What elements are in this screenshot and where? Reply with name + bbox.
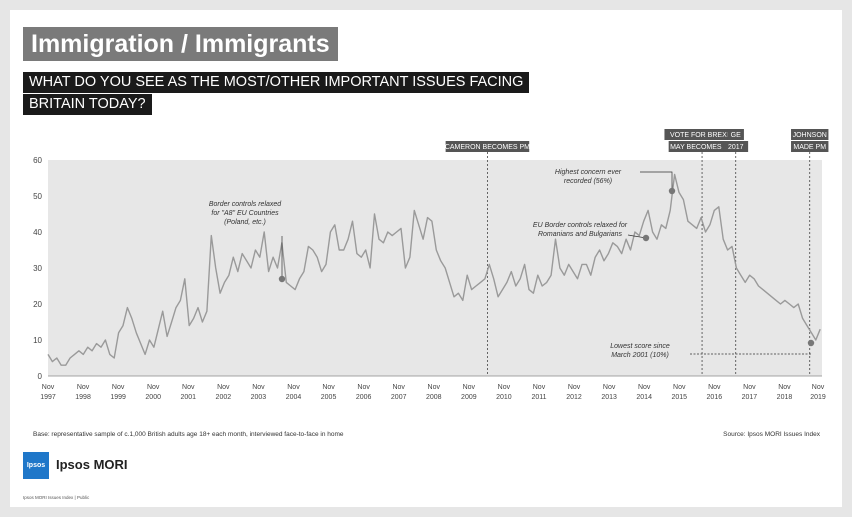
x-tick-label-month: Nov xyxy=(252,384,265,391)
x-tick-label-year: 2014 xyxy=(636,394,652,401)
x-tick-label-month: Nov xyxy=(463,384,476,391)
x-tick-label-year: 2001 xyxy=(180,394,196,401)
annotation-marker xyxy=(642,234,650,242)
x-tick-label-year: 2011 xyxy=(531,394,546,401)
event-label-box xyxy=(727,129,744,140)
bottom-note: Ipsos MORI Issues Index | Public xyxy=(23,495,90,500)
y-tick-label: 0 xyxy=(38,372,43,381)
x-tick-label-year: 1997 xyxy=(40,394,56,401)
x-tick-label-month: Nov xyxy=(77,384,90,391)
x-tick-label-year: 2016 xyxy=(707,394,723,401)
annotation-text: Highest concern ever xyxy=(555,169,622,176)
x-tick-label-year: 2004 xyxy=(286,394,302,401)
x-tick-label-month: Nov xyxy=(743,384,756,391)
x-tick-label-month: Nov xyxy=(147,384,160,391)
x-tick-label-month: Nov xyxy=(778,384,791,391)
x-tick-label-year: 2008 xyxy=(426,394,442,401)
x-tick-label-month: Nov xyxy=(603,384,616,391)
x-tick-label-year: 2013 xyxy=(601,394,617,401)
y-tick-label: 20 xyxy=(33,300,42,309)
event-label-box xyxy=(723,141,749,152)
event-label-box xyxy=(668,141,736,152)
x-tick-label-month: Nov xyxy=(673,384,686,391)
x-tick-label-year: 1999 xyxy=(110,394,126,401)
x-tick-label-month: Nov xyxy=(182,384,195,391)
event-label-box xyxy=(791,129,829,140)
x-tick-label-month: Nov xyxy=(217,384,230,391)
event-label: MAY BECOMES PM xyxy=(670,144,734,151)
event-label: 2017 xyxy=(728,144,744,151)
x-tick-label-month: Nov xyxy=(498,384,511,391)
y-tick-label: 50 xyxy=(33,192,42,201)
x-tick-label-month: Nov xyxy=(322,384,335,391)
x-tick-label-month: Nov xyxy=(708,384,721,391)
x-tick-label-year: 2000 xyxy=(145,394,161,401)
event-label: VOTE FOR BREXIT: xyxy=(670,132,734,139)
x-tick-label-month: Nov xyxy=(287,384,300,391)
annotation-text: March 2001 (10%) xyxy=(611,352,669,359)
plot-area xyxy=(48,160,822,376)
source-footnote: Source: Ipsos MORI Issues Index xyxy=(723,431,820,438)
x-tick-label-year: 2002 xyxy=(216,394,232,401)
x-tick-label-month: Nov xyxy=(112,384,125,391)
y-tick-label: 30 xyxy=(33,264,42,273)
x-tick-label-year: 2007 xyxy=(391,394,407,401)
x-tick-label-year: 2010 xyxy=(496,394,512,401)
annotation-text: Romanians and Bulgarians xyxy=(538,231,623,238)
x-tick-label-year: 2009 xyxy=(461,394,477,401)
event-label-box xyxy=(664,129,740,140)
x-tick-label-month: Nov xyxy=(357,384,370,391)
x-tick-label-year: 2006 xyxy=(356,394,372,401)
annotation-text: EU Border controls relaxed for xyxy=(533,222,628,229)
series-line xyxy=(47,173,821,366)
annotation-text: (Poland, etc.) xyxy=(224,219,266,226)
y-tick-label: 40 xyxy=(33,228,42,237)
annotation-leader xyxy=(640,171,673,191)
x-tick-label-month: Nov xyxy=(392,384,405,391)
event-label: JOHNSON xyxy=(793,132,827,139)
x-tick-label-year: 2017 xyxy=(742,394,758,401)
x-tick-label-month: Nov xyxy=(638,384,651,391)
x-tick-label-year: 2003 xyxy=(251,394,267,401)
annotation-text: recorded (56%) xyxy=(564,178,612,185)
x-tick-label-year: 2018 xyxy=(777,394,793,401)
x-tick-label-month: Nov xyxy=(533,384,546,391)
base-footnote: Base: representative sample of c.1,000 B… xyxy=(33,431,344,438)
x-tick-label-year: 2015 xyxy=(671,394,687,401)
x-tick-label-month: Nov xyxy=(428,384,441,391)
x-tick-label-month: Nov xyxy=(812,384,825,391)
question-line-1: WHAT DO YOU SEE AS THE MOST/OTHER IMPORT… xyxy=(23,72,530,93)
annotation-text: for "A8" EU Countries xyxy=(211,210,279,217)
annotation-marker xyxy=(668,187,676,195)
event-label: MADE PM xyxy=(793,144,826,151)
brand-name: Ipsos MORI xyxy=(56,457,128,472)
event-label: GE xyxy=(731,132,741,139)
ipsos-logo-icon: Ipsos xyxy=(23,452,49,479)
y-tick-label: 10 xyxy=(33,336,42,345)
annotation-text: Lowest score since xyxy=(610,343,670,350)
annotation-text: Border controls relaxed xyxy=(209,201,282,208)
x-tick-label-month: Nov xyxy=(42,384,55,391)
event-label-box xyxy=(791,141,829,152)
annotation-marker xyxy=(807,339,815,347)
question-line-2: BRITAIN TODAY? xyxy=(23,94,152,115)
x-tick-label-year: 1998 xyxy=(75,394,91,401)
x-tick-label-year: 2019 xyxy=(810,394,826,401)
annotation-marker xyxy=(278,275,286,283)
y-tick-label: 60 xyxy=(33,156,42,165)
x-tick-label-year: 2012 xyxy=(566,394,582,401)
event-label-box xyxy=(445,141,530,152)
x-tick-label-month: Nov xyxy=(568,384,581,391)
page-title: Immigration / Immigrants xyxy=(23,27,338,61)
event-label: CAMERON BECOMES PM xyxy=(445,144,530,151)
x-tick-label-year: 2005 xyxy=(321,394,337,401)
